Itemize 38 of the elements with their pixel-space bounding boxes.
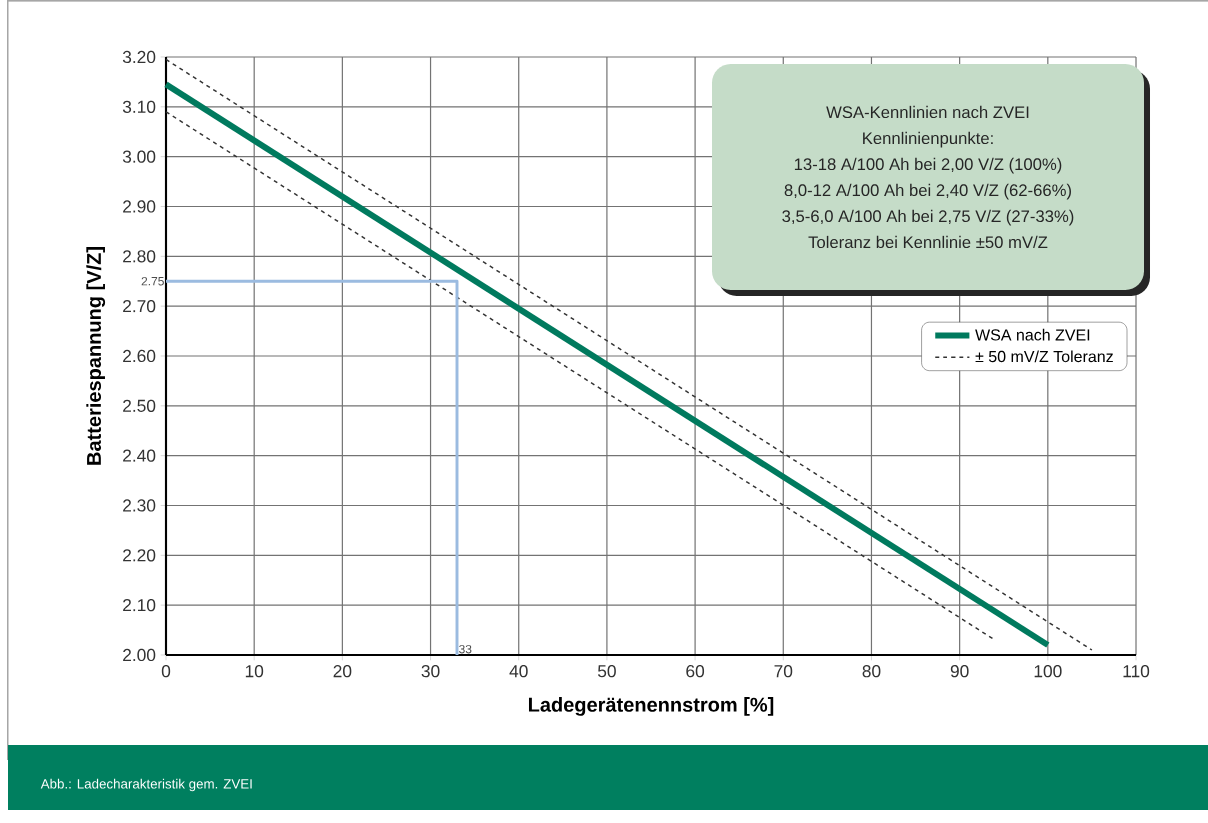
- annotation: 13-18 A/100 Ah bei 2,00 V/Z (100%): [794, 157, 1062, 174]
- x-tick-label: 90: [950, 665, 969, 678]
- y-tick-label: 2.40: [123, 449, 156, 462]
- y-tick-label: 2.70: [123, 300, 156, 313]
- y-tick-label: 2.80: [123, 250, 156, 263]
- annotation: 33: [459, 644, 472, 654]
- x-tick-label: 50: [597, 665, 616, 678]
- annotation: 2.75: [141, 276, 164, 286]
- y-tick-label: 2.60: [123, 349, 156, 363]
- x-tick-label: 30: [421, 665, 440, 678]
- y-tick-label: 3.00: [122, 150, 156, 163]
- legend-label: ± 50 mV/Z Toleranz: [975, 350, 1113, 363]
- annotation: Kennlinienpunkte:: [863, 131, 993, 148]
- y-tick-label: 2.50: [123, 399, 156, 412]
- y-tick-label: 2.00: [123, 648, 156, 662]
- x-tick-label: 100: [1034, 665, 1062, 678]
- annotation: 8,0-12 A/100 Ah bei 2,40 V/Z (62-66%): [784, 183, 1071, 200]
- x-tick-label: 20: [333, 665, 352, 678]
- x-axis-title: Ladegerätenennstrom [%]: [528, 697, 774, 716]
- y-axis-title: Batteriespannung [V/Z]: [86, 247, 106, 465]
- x-tick-label: 110: [1123, 665, 1150, 678]
- y-tick-label: 2.30: [123, 499, 156, 512]
- y-tick-label: 2.20: [123, 549, 156, 562]
- x-tick-label: 10: [245, 665, 264, 678]
- annotation: WSA-Kennlinien nach ZVEI: [826, 105, 1029, 119]
- x-tick-label: 40: [509, 665, 528, 678]
- x-tick-label: 60: [686, 665, 705, 678]
- y-tick-label: 2.90: [123, 200, 156, 213]
- legend-label: WSA nach ZVEI: [975, 328, 1090, 341]
- annotation: Toleranz bei Kennlinie ±50 mV/Z: [808, 235, 1048, 249]
- y-tick-label: 3.20: [122, 50, 156, 64]
- annotation: 3,5-6,0 A/100 Ah bei 2,75 V/Z (27-33%): [782, 209, 1074, 226]
- x-tick-label: 0: [161, 665, 171, 678]
- x-tick-label: 70: [774, 665, 793, 678]
- y-tick-label: 2.10: [123, 599, 156, 612]
- x-tick-label: 80: [862, 665, 881, 678]
- y-tick-label: 3.10: [122, 100, 156, 113]
- text: Abb.: Ladecharakteristik gem. ZVEI: [40, 778, 252, 792]
